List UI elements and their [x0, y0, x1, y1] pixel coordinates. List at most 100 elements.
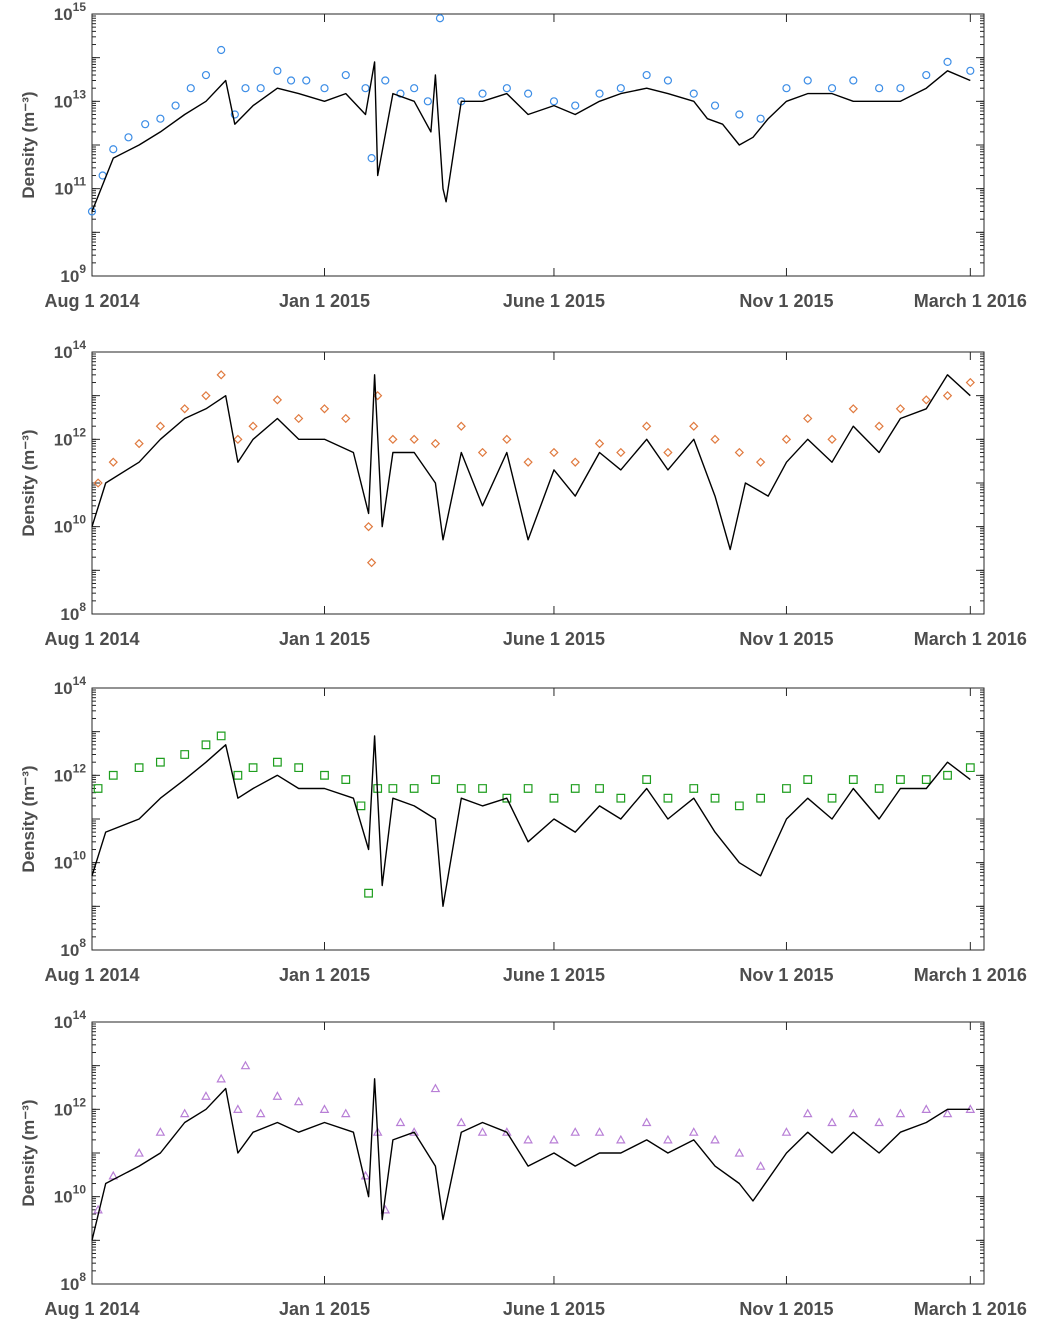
x-tick-label: Jan 1 2015 — [279, 291, 370, 311]
data-point — [549, 1134, 559, 1144]
data-point — [921, 395, 931, 405]
data-point — [233, 770, 243, 780]
y-tick-label: 1010 — [54, 849, 87, 873]
y-tick-label: 1010 — [54, 1183, 87, 1207]
data-point — [735, 110, 744, 119]
x-tick-label: June 1 2015 — [503, 629, 605, 649]
data-point — [477, 447, 488, 458]
data-point — [755, 1161, 766, 1170]
data-point — [848, 1108, 859, 1118]
data-point — [895, 404, 906, 414]
data-point — [363, 522, 374, 532]
data-point — [502, 84, 511, 93]
data-point — [272, 1091, 283, 1100]
data-point — [922, 70, 931, 80]
data-point — [594, 1127, 605, 1136]
data-point — [180, 404, 190, 414]
data-point — [396, 89, 405, 98]
y-tick-label: 109 — [60, 262, 86, 286]
y-tick-label: 1010 — [54, 513, 87, 537]
data-point — [803, 413, 813, 424]
panel-1: 109 1011 1013 1015 Aug 1 2014 Jan 1 2015 June … — [19, 0, 1027, 311]
x-tick-label: March 1 2016 — [914, 965, 1027, 985]
data-point — [781, 1127, 792, 1136]
data-point — [549, 97, 559, 106]
plot-area — [91, 687, 985, 951]
data-point — [286, 76, 296, 85]
data-point — [319, 404, 330, 414]
data-point — [356, 801, 366, 811]
data-point — [803, 775, 813, 784]
data-point — [756, 114, 765, 123]
data-point — [248, 763, 258, 773]
data-point — [233, 1104, 243, 1113]
x-tick-label: Nov 1 2015 — [739, 1299, 833, 1319]
data-point — [827, 1117, 837, 1127]
data-point — [364, 888, 373, 898]
data-point — [616, 793, 626, 803]
data-point — [782, 84, 791, 93]
data-point — [134, 438, 144, 449]
panel-2: 108 1010 1012 1014 Aug 1 2014 Jan 1 2015 June … — [19, 338, 1027, 649]
data-point — [942, 1108, 953, 1118]
data-point — [216, 731, 226, 741]
data-point — [273, 66, 282, 75]
data-point — [523, 457, 533, 467]
data-point — [341, 775, 351, 784]
data-point — [802, 1108, 813, 1118]
data-point — [294, 413, 304, 424]
data-point — [87, 207, 97, 216]
data-point — [366, 557, 377, 568]
x-tick-label: Aug 1 2014 — [44, 629, 139, 649]
data-point — [294, 763, 304, 773]
data-point — [570, 457, 580, 467]
data-point — [689, 421, 699, 431]
data-point — [965, 763, 975, 773]
plot-area — [91, 13, 985, 277]
data-point — [233, 434, 243, 444]
data-point — [689, 89, 698, 98]
data-point — [874, 1117, 884, 1127]
x-tick-label: March 1 2016 — [914, 629, 1027, 649]
plot-area — [91, 1021, 985, 1285]
data-point — [641, 1117, 652, 1127]
data-point — [570, 784, 580, 793]
y-tick-label: 108 — [60, 936, 86, 960]
data-point — [201, 391, 211, 401]
data-point — [781, 434, 792, 444]
data-point — [478, 784, 487, 793]
data-point — [388, 784, 398, 793]
data-point — [456, 784, 466, 793]
data-point — [734, 447, 744, 458]
data-point — [549, 793, 559, 803]
data-point — [272, 757, 282, 767]
data-point — [616, 447, 626, 458]
data-point — [410, 84, 419, 93]
data-point — [710, 793, 720, 803]
data-point — [216, 1073, 226, 1083]
data-point — [141, 120, 150, 129]
data-point — [523, 784, 533, 793]
series-line — [91, 735, 971, 907]
data-point — [367, 154, 376, 163]
panel-3: 108 1010 1012 1014 Aug 1 2014 Jan 1 2015 June … — [19, 674, 1027, 985]
series-line — [91, 61, 971, 212]
data-point — [320, 770, 329, 780]
data-point — [241, 84, 250, 93]
data-point — [895, 1108, 906, 1118]
data-point — [155, 421, 166, 431]
data-point — [827, 434, 837, 444]
x-tick-label: Nov 1 2015 — [739, 291, 833, 311]
data-point — [201, 70, 211, 80]
x-tick-label: Jan 1 2015 — [279, 629, 370, 649]
x-tick-label: Nov 1 2015 — [739, 629, 833, 649]
data-point — [171, 101, 180, 110]
y-axis-label: Density (m⁻³) — [19, 91, 38, 198]
data-point — [663, 1134, 673, 1144]
data-point — [943, 57, 952, 66]
data-point — [430, 1083, 441, 1093]
data-point — [361, 84, 370, 93]
y-tick-label: 1012 — [54, 425, 87, 449]
data-point — [523, 1134, 533, 1144]
data-point — [108, 770, 118, 780]
